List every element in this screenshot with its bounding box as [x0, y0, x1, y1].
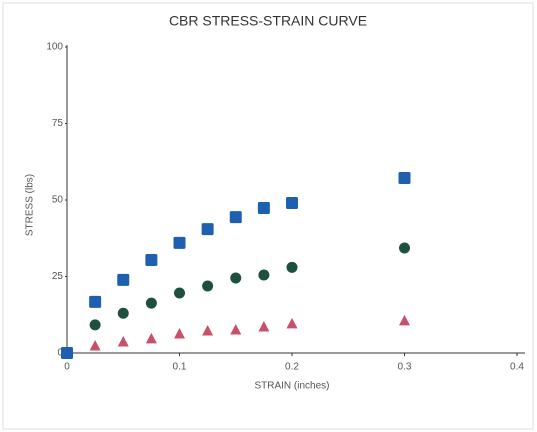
point	[145, 332, 157, 344]
x-axis-label: STRAIN (inches)	[254, 381, 329, 392]
y-tick-label: 75	[52, 118, 64, 129]
point	[173, 236, 186, 249]
point	[399, 314, 410, 326]
y-tick-label: 25	[52, 271, 64, 282]
x-tick-label: 0.2	[285, 362, 299, 373]
point	[286, 261, 298, 273]
point	[258, 320, 270, 332]
point	[174, 328, 185, 339]
point	[89, 339, 101, 351]
point	[117, 273, 130, 286]
point	[286, 197, 298, 210]
point	[229, 211, 242, 224]
x-tick-label: 0.4	[510, 362, 524, 373]
point	[61, 347, 73, 359]
point	[145, 297, 157, 309]
point	[399, 242, 410, 254]
point	[145, 253, 158, 266]
point	[286, 317, 298, 329]
point	[117, 335, 129, 347]
y-tick-label: 100	[46, 42, 63, 53]
point	[89, 295, 102, 308]
y-tick-label: 50	[52, 195, 64, 206]
point	[201, 223, 214, 236]
chart-title: CBR STRESS-STRAIN CURVE	[169, 13, 367, 29]
point	[174, 287, 185, 299]
x-tick-label: 0.3	[398, 362, 412, 373]
x-tick-label: 0	[64, 362, 70, 373]
point	[398, 171, 411, 184]
point	[258, 269, 270, 281]
y-tick-label: 0	[57, 348, 63, 359]
point	[202, 280, 214, 292]
y-axis-label: STRESS (lbs)	[25, 174, 36, 236]
point	[257, 201, 270, 214]
point	[202, 324, 214, 336]
point	[89, 319, 101, 331]
point	[230, 272, 242, 284]
point	[117, 307, 129, 319]
point	[230, 324, 242, 335]
x-tick-label: 0.1	[173, 362, 187, 373]
